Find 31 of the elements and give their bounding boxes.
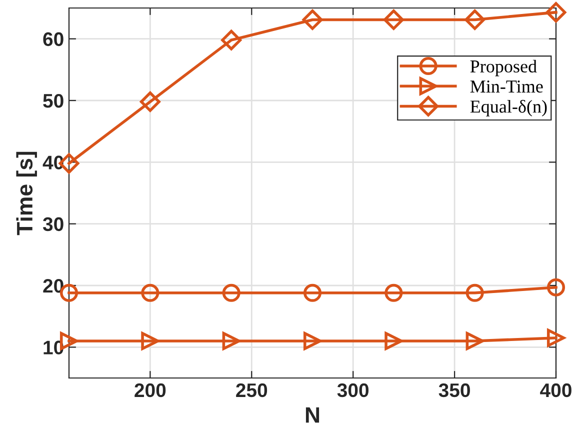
x-tick-label: 300 (337, 383, 369, 398)
point (303, 332, 322, 350)
point (141, 332, 160, 350)
y-tick-label: 30 (42, 217, 64, 232)
y-axis-title: Time [s] (16, 152, 37, 236)
point (466, 284, 484, 302)
point (466, 332, 484, 350)
x-tick-label: 250 (236, 383, 268, 398)
point (222, 332, 240, 350)
y-tick-label: 60 (43, 32, 64, 46)
legend-label: Proposed (470, 60, 537, 76)
point (383, 9, 404, 30)
point (221, 30, 242, 50)
point (141, 284, 160, 302)
x-tick-label: 350 (438, 383, 470, 398)
point (546, 328, 566, 347)
point (546, 2, 566, 23)
point (546, 278, 566, 296)
point (384, 332, 403, 350)
x-tick-label: 200 (134, 383, 166, 398)
point (464, 9, 486, 30)
point (222, 284, 240, 302)
point (384, 284, 403, 302)
point (140, 92, 160, 112)
y-tick-label: 50 (43, 94, 64, 108)
x-tick-label: 400 (540, 383, 572, 398)
point (302, 9, 323, 30)
legend-label: Min-Time (470, 80, 543, 93)
point (303, 284, 322, 302)
x-axis-title: N (306, 407, 320, 423)
legend-label: Equal-δ(n) (470, 100, 547, 116)
